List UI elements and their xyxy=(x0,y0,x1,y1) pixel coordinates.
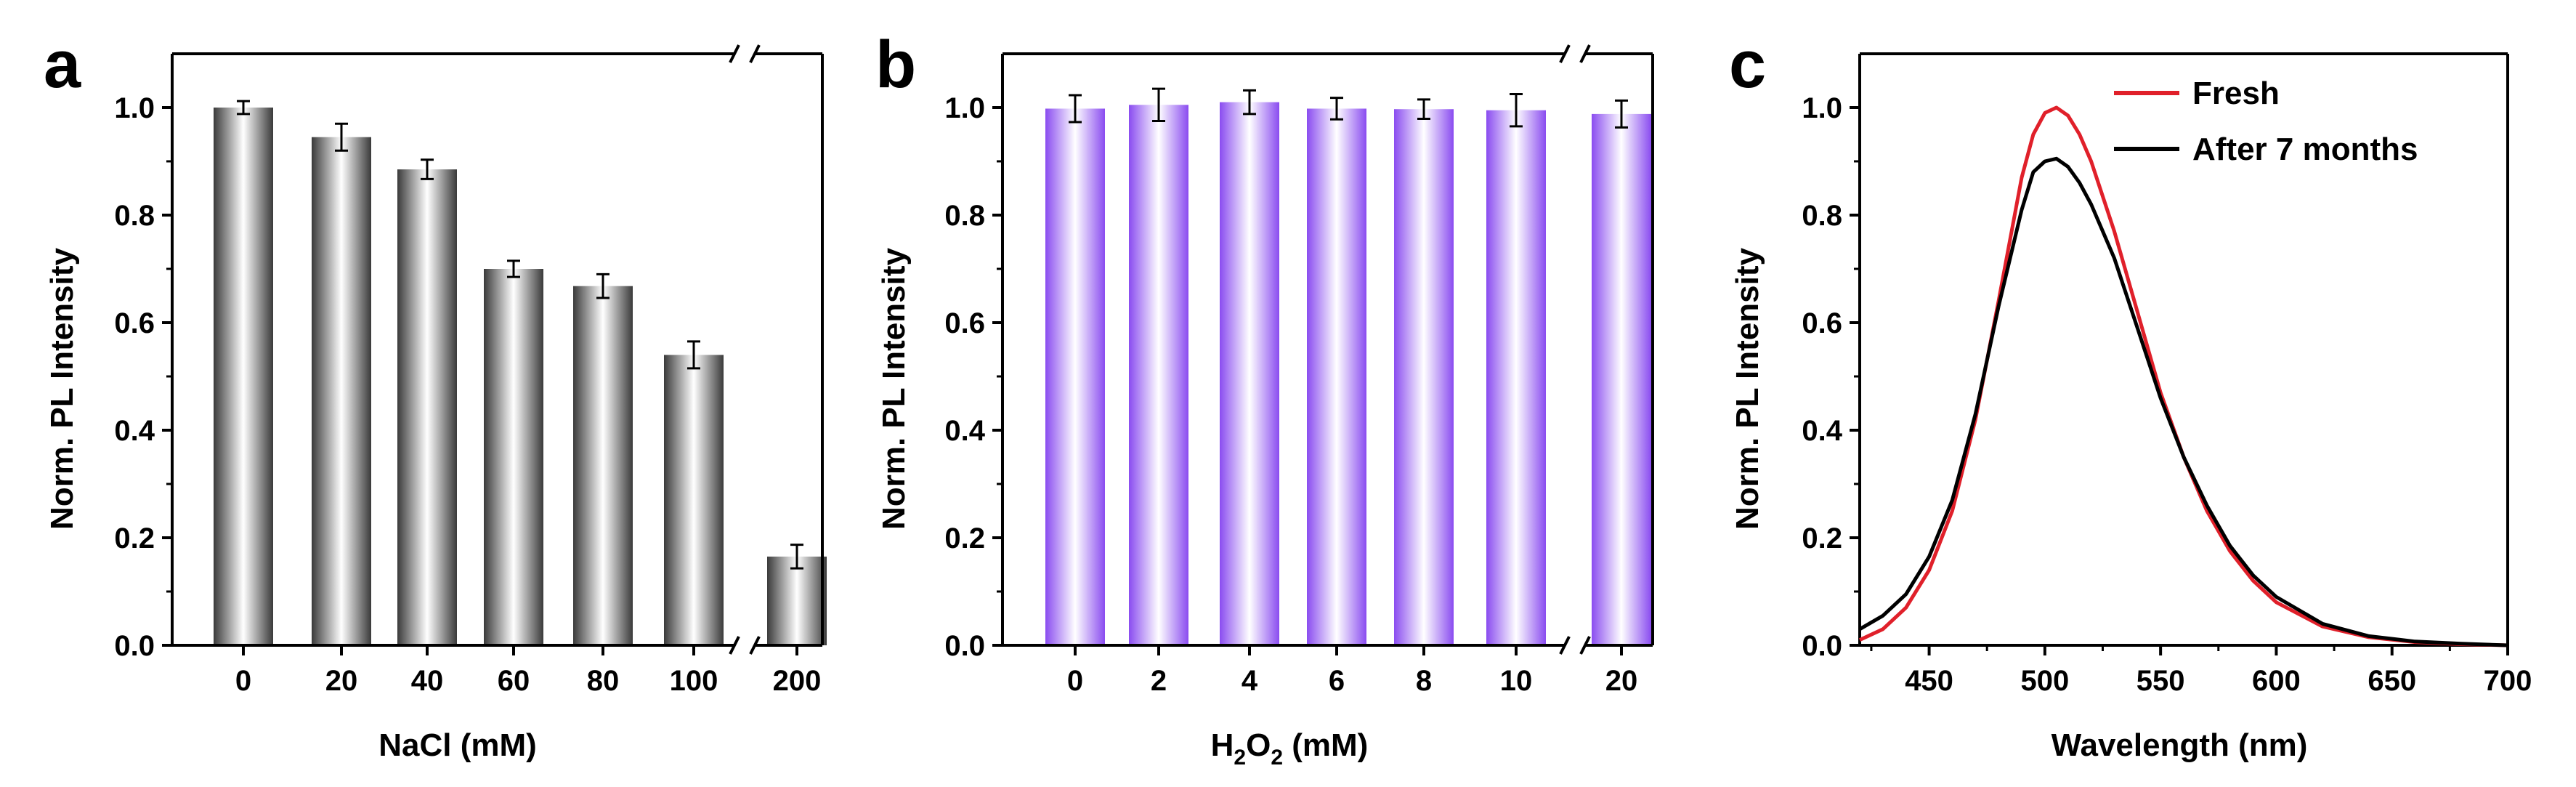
panel-a-xlabel: NaCl (mM) xyxy=(378,727,537,763)
panel-b-ytick-label: 0.2 xyxy=(944,522,985,554)
panel-b-xtick-label: 10 xyxy=(1500,665,1533,697)
panel-b-letter: b xyxy=(875,28,916,102)
panel-b-xtick-label: 0 xyxy=(1067,665,1083,697)
panel-c-ytick-label: 0.4 xyxy=(1802,415,1842,447)
legend-fresh-label: Fresh xyxy=(2192,76,2280,111)
panel-a-bar xyxy=(484,269,543,645)
panel-a-bar xyxy=(312,137,371,645)
panel-a-xtick-label: 0 xyxy=(235,665,251,697)
panel-b-bar xyxy=(1129,105,1188,646)
panel-c-lines xyxy=(1858,105,2508,647)
panel-a-bar xyxy=(573,286,633,645)
panel-c-xtick-label: 450 xyxy=(1905,665,1953,697)
panel-b-bar xyxy=(1486,110,1546,645)
panel-a: a 0.0 0.2 0.4 0.6 0.8 1.0 0 20 40 60 80 100 200 NaCl… xyxy=(44,28,827,763)
panel-a-ytick-label: 1.0 xyxy=(114,92,155,124)
panel-b-xtick-label: 20 xyxy=(1605,665,1638,697)
panel-b-ytick-label: 0.8 xyxy=(944,200,985,232)
panel-c-legend: Fresh After 7 months xyxy=(2114,76,2418,167)
panel-a-ytick-label: 0.6 xyxy=(114,307,155,339)
legend-aged-label: After 7 months xyxy=(2192,132,2418,167)
panel-b-bar xyxy=(1394,109,1454,646)
panel-b-ytick-label: 0.6 xyxy=(944,307,985,339)
panel-b-axis-break-mark-top-1 xyxy=(1579,44,1591,63)
panel-a-xtick-label: 200 xyxy=(773,665,822,697)
panel-c-axes: 0.0 0.2 0.4 0.6 0.8 1.0 450 500 550 600 650 700 xyxy=(1802,52,2532,697)
panel-a-axis-break-mark-bottom-0 xyxy=(729,636,740,655)
panel-b-xtick-label: 4 xyxy=(1242,665,1258,697)
panel-b-axis-break-mark-bottom-0 xyxy=(1559,636,1571,655)
panel-a-xtick-label: 60 xyxy=(498,665,530,697)
panel-b-ylabel: Norm. PL Intensity xyxy=(876,248,912,530)
panel-a-ylabel: Norm. PL Intensity xyxy=(44,248,80,530)
panel-c-ytick-label: 1.0 xyxy=(1802,92,1842,124)
panel-a-ytick-label: 0.2 xyxy=(114,522,155,554)
panel-a-ytick-label: 0.0 xyxy=(114,630,155,662)
panel-a-axis-break-mark-top-1 xyxy=(749,44,761,63)
panel-c-ylabel: Norm. PL Intensity xyxy=(1730,248,1765,530)
panel-b-axis-break-mark-bottom-1 xyxy=(1579,636,1591,655)
panel-c-xtick-label: 700 xyxy=(2484,665,2532,697)
panel-b-xlabel-tail: (mM) xyxy=(1283,727,1368,763)
panel-a-xtick-label: 20 xyxy=(325,665,358,697)
panel-c-ytick-label: 0.6 xyxy=(1802,307,1842,339)
panel-a-bars xyxy=(214,100,827,646)
panel-c: c 0.0 0.2 0.4 0.6 0.8 1.0 450 500 550 600 650 700 F… xyxy=(1729,28,2532,763)
panel-a-ytick-label: 0.8 xyxy=(114,200,155,232)
series-aged-line xyxy=(1858,156,2508,647)
series-fresh-line xyxy=(1858,105,2508,647)
panel-a-axes: 0.0 0.2 0.4 0.6 0.8 1.0 0 20 40 60 80 100 200 xyxy=(114,44,824,697)
panel-b-xtick-label: 2 xyxy=(1151,665,1167,697)
panel-b-axis-break-mark-top-0 xyxy=(1559,44,1571,63)
panel-a-ytick-label: 0.4 xyxy=(114,415,155,447)
panel-c-ytick-label: 0.0 xyxy=(1802,630,1842,662)
panel-a-bar xyxy=(397,169,457,646)
panel-b-xlabel-sub2: 2 xyxy=(1271,746,1283,770)
panel-b-xlabel-sub1: 2 xyxy=(1234,746,1246,770)
panel-b-bar xyxy=(1220,102,1279,646)
panel-b-xlabel-o: O xyxy=(1246,727,1271,763)
panel-a-letter: a xyxy=(44,28,81,102)
panel-a-bar xyxy=(767,556,827,645)
panel-b-bar xyxy=(1592,113,1651,645)
panel-b-axes: 0.0 0.2 0.4 0.6 0.8 1.0 0 2 4 6 8 10 20 xyxy=(944,44,1654,697)
panel-c-xtick-label: 650 xyxy=(2368,665,2416,697)
panel-a-xtick-label: 40 xyxy=(411,665,444,697)
panel-b-bar xyxy=(1045,108,1105,646)
panel-a-xtick-label: 100 xyxy=(670,665,718,697)
panel-c-ytick-label: 0.8 xyxy=(1802,200,1842,232)
panel-c-xtick-label: 550 xyxy=(2136,665,2185,697)
panel-b-bars xyxy=(1045,87,1651,646)
panel-b-xtick-label: 6 xyxy=(1329,665,1345,697)
panel-b-ytick-label: 0.4 xyxy=(944,415,985,447)
panel-c-letter: c xyxy=(1729,28,1766,102)
panel-a-axis-break-mark-bottom-1 xyxy=(749,636,761,655)
panel-a-axis-break-mark-top-0 xyxy=(729,44,740,63)
panel-a-bar xyxy=(214,108,273,645)
panel-c-ytick-label: 0.2 xyxy=(1802,522,1842,554)
panel-b-xlabel-h: H xyxy=(1211,727,1234,763)
panel-b-ytick-label: 1.0 xyxy=(944,92,985,124)
panel-c-xtick-label: 600 xyxy=(2252,665,2301,697)
panel-b-xtick-label: 8 xyxy=(1416,665,1432,697)
panel-a-bar xyxy=(664,355,724,645)
panel-c-xtick-label: 500 xyxy=(2020,665,2069,697)
panel-a-xtick-label: 80 xyxy=(587,665,620,697)
panel-b-xlabel: H2O2 (mM) xyxy=(1211,727,1369,770)
panel-b-bar xyxy=(1307,108,1366,646)
panel-c-xlabel: Wavelength (nm) xyxy=(2052,727,2308,763)
panel-b-ytick-label: 0.0 xyxy=(944,630,985,662)
panel-b: b 0.00.20.40.60.81.00 2 4 6 8 10 20 H2O2 (mM) … xyxy=(875,28,1654,770)
